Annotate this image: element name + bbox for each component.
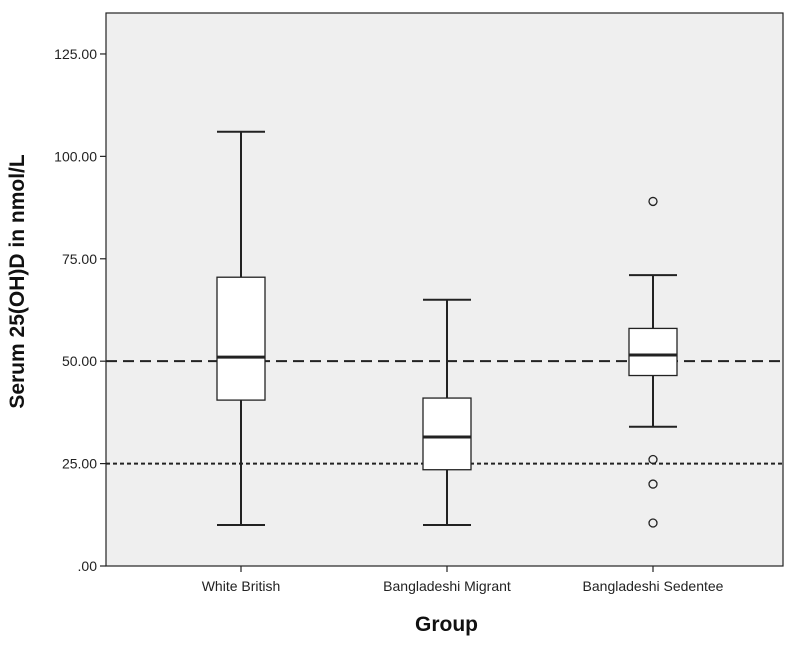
y-tick-label: 50.00	[62, 353, 97, 369]
y-axis: .00 25.00 50.00 75.00 100.00 125.00	[54, 46, 106, 574]
y-tick-label: 25.00	[62, 456, 97, 472]
outlier-point	[648, 454, 658, 465]
x-tick-label: Bangladeshi Migrant	[383, 578, 511, 594]
y-tick-label: 100.00	[54, 148, 97, 164]
box-2	[422, 298, 472, 527]
iqr-box	[628, 327, 678, 377]
box-series	[216, 130, 678, 528]
outlier-point	[648, 196, 658, 207]
plot-area	[105, 12, 784, 567]
box-3	[628, 196, 678, 528]
x-tick-label: White British	[202, 578, 281, 594]
box-1	[216, 130, 266, 527]
x-axis-title: Group	[415, 613, 478, 636]
y-tick-label: 75.00	[62, 251, 97, 267]
x-axis: White British Bangladeshi Migrant Banglade…	[202, 566, 724, 594]
outlier-point	[648, 518, 658, 528]
iqr-box	[216, 276, 266, 401]
x-tick-label: Bangladeshi Sedentee	[583, 578, 724, 594]
y-axis-title: Serum 25(OH)D in nmol/L	[6, 154, 29, 409]
iqr-box	[422, 397, 472, 471]
y-tick-label: .00	[78, 558, 98, 574]
y-tick-label: 125.00	[54, 46, 97, 62]
outlier-point	[648, 479, 658, 489]
